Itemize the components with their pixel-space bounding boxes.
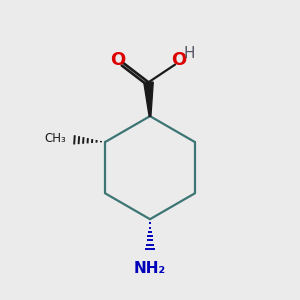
Text: O: O: [171, 51, 186, 69]
Polygon shape: [144, 82, 153, 116]
Text: O: O: [111, 51, 126, 69]
Text: CH₃: CH₃: [45, 132, 67, 145]
Text: NH₂: NH₂: [134, 261, 166, 276]
Text: H: H: [183, 46, 195, 61]
